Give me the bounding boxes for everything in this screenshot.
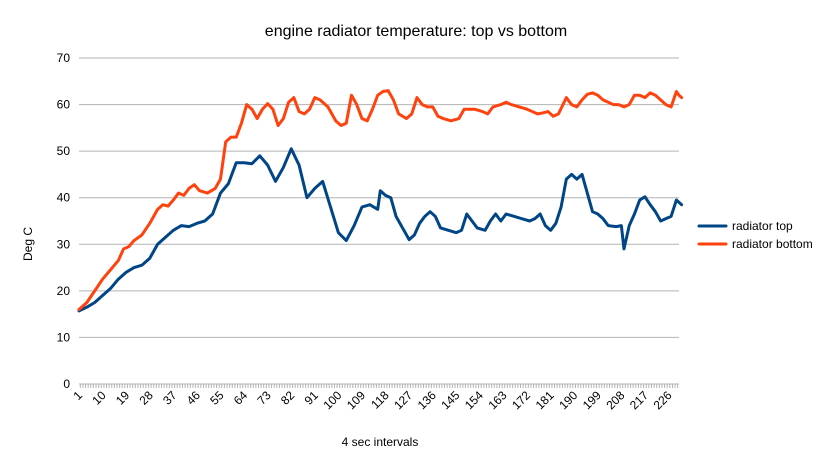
series-line-1 (77, 89, 684, 311)
y-tick-label: 20 (57, 284, 71, 298)
y-tick-label: 0 (63, 377, 70, 391)
legend-label: radiator top (732, 219, 793, 233)
chart-title: engine radiator temperature: top vs bott… (265, 23, 567, 40)
y-tick-label: 70 (57, 51, 71, 65)
series-lines (77, 89, 684, 313)
y-tick-label: 50 (57, 144, 71, 158)
series-line-0 (77, 147, 684, 313)
y-tick-label: 40 (57, 191, 71, 205)
y-tick-label: 60 (57, 98, 71, 112)
y-tick-label: 10 (57, 330, 71, 344)
x-axis-title: 4 sec intervals (342, 435, 419, 449)
y-axis-title: Deg C (21, 227, 35, 261)
y-axis-ticks: 0 10 20 30 40 50 60 70 (57, 51, 71, 391)
y-tick-label: 30 (57, 237, 71, 251)
legend: radiator top radiator bottom (697, 219, 813, 251)
legend-label: radiator bottom (732, 237, 813, 251)
